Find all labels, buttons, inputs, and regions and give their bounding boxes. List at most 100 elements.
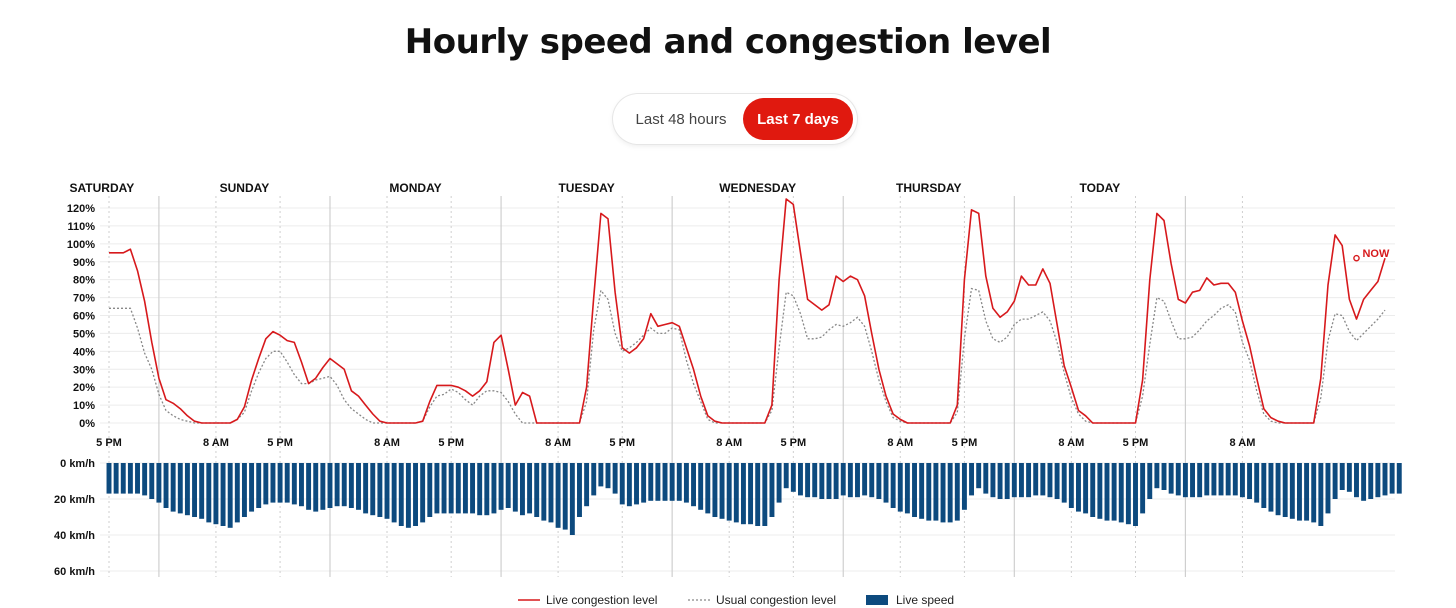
speed-bar xyxy=(826,463,832,499)
speed-bar xyxy=(605,463,611,489)
speed-bar xyxy=(1054,463,1060,499)
speed-bar xyxy=(548,463,554,523)
speed-bar xyxy=(719,463,725,519)
speed-bar xyxy=(1254,463,1260,503)
speed-bar xyxy=(1218,463,1224,496)
speed-bar xyxy=(334,463,340,507)
speed-bar xyxy=(249,463,255,512)
speed-bar xyxy=(462,463,468,514)
speed-bar xyxy=(1197,463,1203,498)
speed-bar xyxy=(840,463,846,496)
legend-usual-label: Usual congestion level xyxy=(716,593,836,607)
speed-bar xyxy=(177,463,183,514)
speed-bar xyxy=(1111,463,1117,521)
speed-bar xyxy=(1346,463,1352,492)
speed-bar xyxy=(227,463,233,528)
speed-bar xyxy=(377,463,383,517)
speed-bar xyxy=(505,463,511,508)
speed-bars xyxy=(106,463,1402,535)
speed-bar xyxy=(662,463,668,501)
x-tick-label: 5 PM xyxy=(438,437,464,449)
speed-bar xyxy=(512,463,518,512)
x-tick-label: 8 AM xyxy=(374,437,400,449)
speed-bar xyxy=(598,463,604,487)
speed-bar xyxy=(912,463,917,517)
speed-bar xyxy=(1076,463,1081,512)
speed-bar xyxy=(869,463,875,498)
speed-bar xyxy=(213,463,219,525)
speed-bar xyxy=(769,463,775,517)
speed-bar xyxy=(748,463,754,525)
speed-bar xyxy=(1332,463,1338,499)
day-label: MONDAY xyxy=(389,181,441,195)
speed-bar xyxy=(726,463,732,521)
speed-bar xyxy=(1125,463,1131,525)
x-tick-label: 5 PM xyxy=(267,437,293,449)
speed-bar xyxy=(1047,463,1053,498)
speed-bar xyxy=(420,463,426,523)
speed-bar xyxy=(669,463,675,501)
y-tick-label: 50% xyxy=(73,328,95,340)
speed-y-tick-label: 20 km/h xyxy=(54,494,95,506)
vertical-guides xyxy=(108,196,1243,577)
speed-bar xyxy=(855,463,860,498)
speed-bar xyxy=(1190,463,1195,498)
last-7-days-button[interactable]: Last 7 days xyxy=(743,98,853,140)
speed-bar xyxy=(1396,463,1402,494)
speed-bar xyxy=(1382,463,1388,496)
speed-bar xyxy=(1104,463,1110,521)
speed-bar xyxy=(612,463,618,494)
speed-bar xyxy=(733,463,739,523)
speed-bar xyxy=(1040,463,1046,496)
speed-bar xyxy=(391,463,397,523)
chart-title: Hourly speed and congestion level xyxy=(404,22,1052,62)
speed-bar xyxy=(327,463,333,508)
last-48-hours-button[interactable]: Last 48 hours xyxy=(621,98,741,140)
speed-bar xyxy=(698,463,704,510)
speed-bar xyxy=(1389,463,1395,494)
speed-bar xyxy=(1304,463,1310,521)
y-axis-ticks: 0% 10% 20% 30% 40% 50% 60% 70% 80% 90% 100% 110% 120… xyxy=(54,203,95,578)
speed-bar xyxy=(477,463,483,516)
speed-bar xyxy=(890,463,896,508)
x-axis-ticks: 5 PM 8 AM 5 PM 8 AM 5 PM 8 AM 5 PM 8 AM 5 PM 8 AM… xyxy=(96,437,1255,449)
speed-bar xyxy=(120,463,126,494)
speed-bar xyxy=(1311,463,1317,523)
speed-bar xyxy=(127,463,133,494)
speed-bar xyxy=(577,463,582,517)
speed-bar xyxy=(691,463,697,507)
x-tick-label: 8 AM xyxy=(1229,437,1255,449)
speed-bar xyxy=(569,463,575,535)
now-label: NOW xyxy=(1362,248,1390,260)
speed-bar xyxy=(790,463,796,492)
speed-bar xyxy=(591,463,597,496)
speed-bar xyxy=(455,463,461,514)
speed-bar xyxy=(106,463,112,494)
speed-bar xyxy=(299,463,304,507)
speed-bar xyxy=(142,463,148,496)
day-labels: SATURDAY SUNDAY MONDAY TUESDAY WEDNESDAY THUR… xyxy=(70,181,1121,195)
speed-bar xyxy=(862,463,868,496)
speed-bar xyxy=(648,463,654,501)
speed-bar xyxy=(1182,463,1188,498)
speed-bar xyxy=(1133,463,1138,526)
speed-bar xyxy=(876,463,882,499)
speed-bar xyxy=(291,463,297,505)
x-tick-label: 5 PM xyxy=(96,437,122,449)
day-label: TUESDAY xyxy=(558,181,614,195)
speed-bar xyxy=(990,463,996,498)
time-range-toggle: Last 48 hours Last 7 days xyxy=(613,94,857,144)
now-marker: NOW xyxy=(1353,248,1390,262)
speed-bar xyxy=(755,463,761,526)
day-label: SUNDAY xyxy=(220,181,270,195)
speed-bar xyxy=(712,463,718,517)
speed-bar xyxy=(1239,463,1245,498)
speed-bar xyxy=(1232,463,1238,496)
speed-y-tick-label: 60 km/h xyxy=(54,566,95,578)
speed-bar xyxy=(676,463,682,501)
speed-bar xyxy=(1275,463,1281,516)
speed-bar xyxy=(448,463,454,514)
speed-bar xyxy=(427,463,433,517)
speed-bar xyxy=(149,463,155,499)
